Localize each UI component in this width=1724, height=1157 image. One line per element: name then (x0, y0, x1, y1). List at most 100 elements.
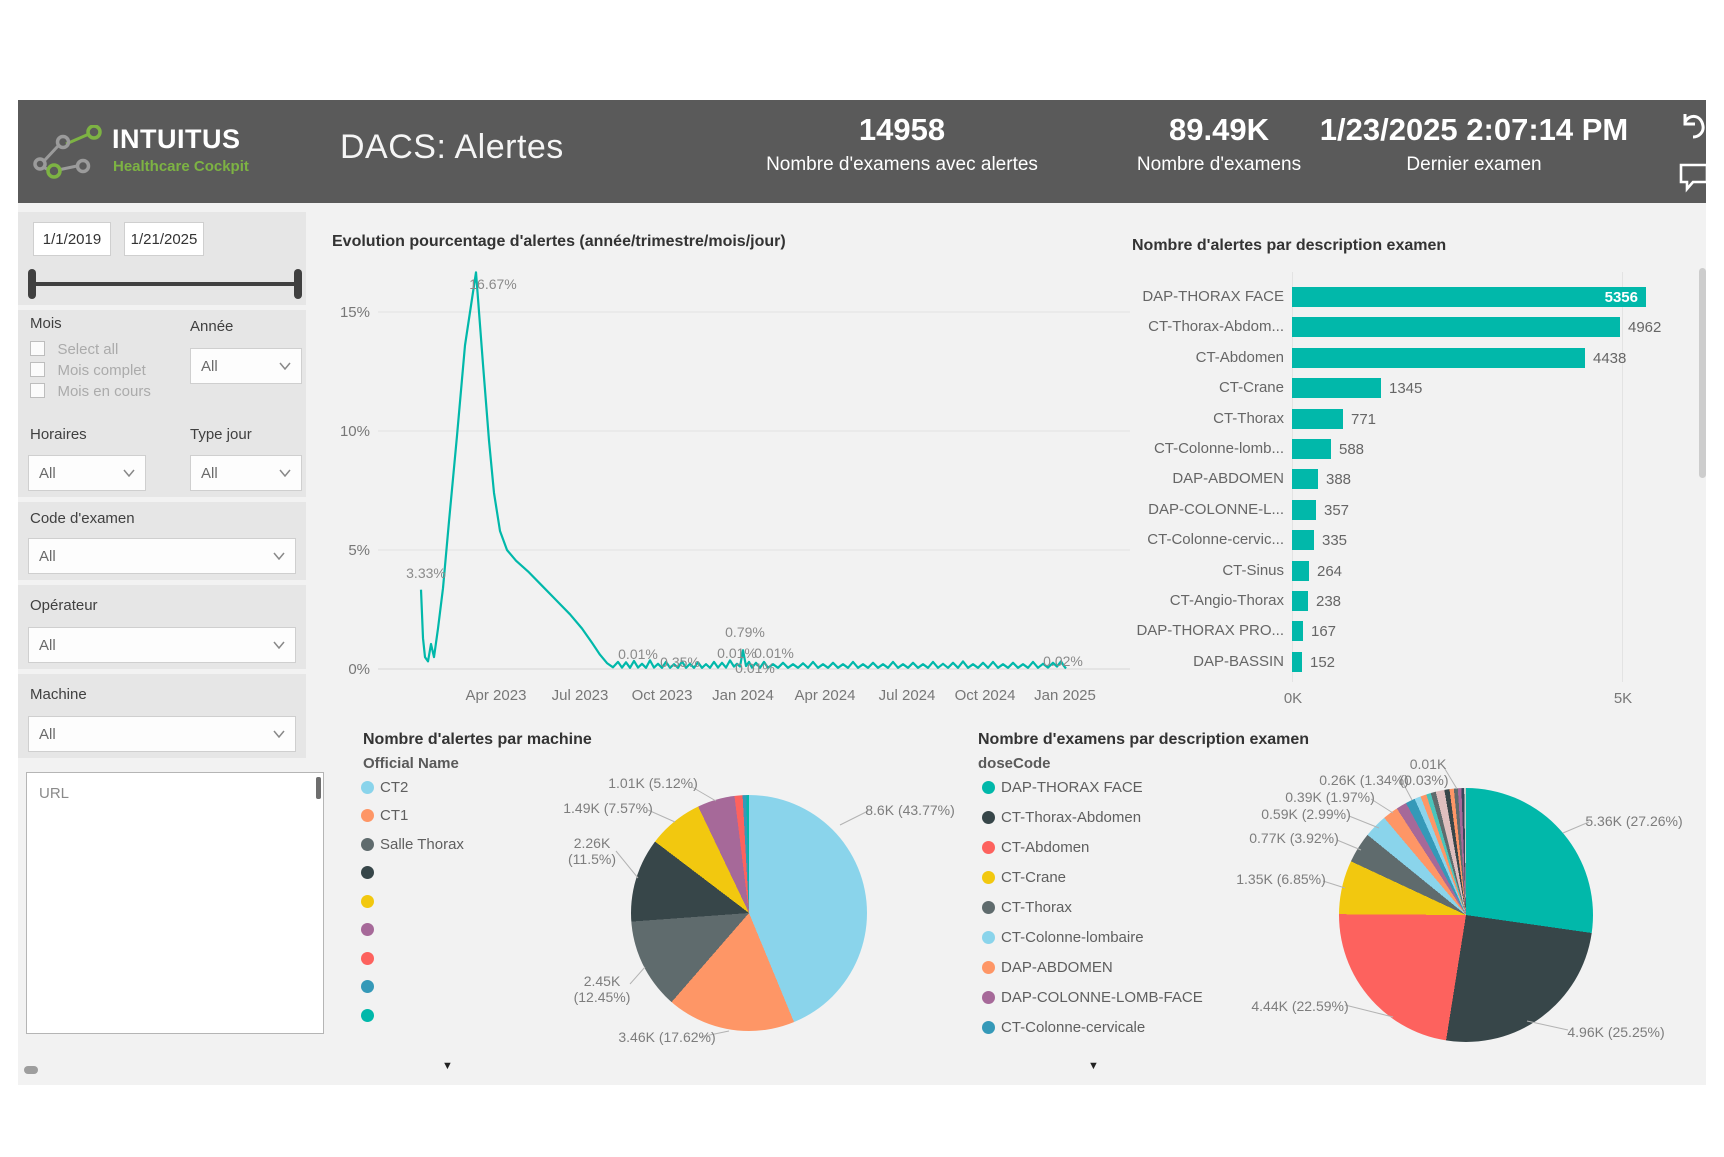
legend-item[interactable]: CT-Thorax (982, 897, 1072, 917)
legend-item[interactable]: CT-Crane (982, 867, 1066, 887)
legend-item[interactable]: CT-Colonne-cervicale (982, 1017, 1145, 1037)
checkbox-icon[interactable] (30, 341, 45, 356)
pie-exams-by-desc[interactable] (1339, 788, 1593, 1042)
bar[interactable] (1292, 469, 1318, 489)
annee-dropdown[interactable]: All (190, 348, 302, 384)
chevron-down-icon (279, 469, 291, 477)
legend-label: CT1 (380, 807, 409, 824)
data-label: 0.01% (754, 645, 794, 661)
checkbox-icon[interactable] (30, 362, 45, 377)
legend-label: CT-Crane (1001, 868, 1067, 886)
legend-color-dot (982, 960, 995, 974)
bar[interactable] (1292, 561, 1309, 581)
legend-item[interactable] (361, 920, 380, 940)
bar[interactable] (1292, 530, 1314, 550)
legend-item[interactable]: DAP-ABDOMEN (982, 957, 1113, 977)
pie-callout-label: (11.5%) (568, 851, 616, 867)
annee-label: Année (190, 318, 234, 335)
data-label: 0.01% (717, 645, 757, 661)
date-range-slicer: 1/1/2019 1/21/2025 (18, 212, 306, 305)
bar-chart-scrollbar[interactable] (1699, 268, 1706, 478)
legend-item[interactable]: CT2 (361, 777, 408, 797)
legend-item[interactable]: DAP-THORAX FACE (982, 777, 1143, 797)
horaires-dropdown[interactable]: All (28, 455, 146, 491)
pie-callout-label: 1.01K (5.12%) (608, 775, 698, 791)
legend-label: DAP-COLONNE-LOMB-FACE (1001, 988, 1203, 1006)
line-chart-plot[interactable]: 0% 5% 10% 15% Apr 2023 Jul 2023 Oct 2023 Jan 20… (330, 210, 1140, 710)
bar[interactable] (1292, 439, 1331, 459)
date-slider-handle-left[interactable] (28, 269, 36, 299)
date-slider-handle-right[interactable] (294, 269, 302, 299)
legend-item[interactable] (361, 891, 380, 911)
legend-item[interactable]: Salle Thorax (361, 834, 464, 854)
legend-item[interactable] (361, 1005, 380, 1025)
legend-title: Official Name (363, 755, 459, 772)
legend-item[interactable]: CT-Colonne-lombaire (982, 927, 1144, 947)
legend-color-dot (361, 837, 374, 851)
line-chart-alert-trend: Evolution pourcentage d'alertes (année/t… (330, 210, 1140, 710)
legend-item[interactable] (361, 977, 380, 997)
bar[interactable] (1292, 287, 1646, 307)
checkbox-select-all[interactable]: Select all (30, 341, 118, 361)
bar-value-label: 771 (1351, 411, 1377, 428)
x-axis-tick-5k: 5K (1613, 690, 1633, 707)
checkbox-mois-en-cours[interactable]: Mois en cours (30, 383, 151, 403)
comment-icon[interactable] (1677, 160, 1711, 194)
bar[interactable] (1292, 652, 1302, 672)
bar[interactable] (1292, 378, 1381, 398)
code-examen-label: Code d'examen (30, 510, 135, 527)
y-axis-tick: 10% (340, 423, 370, 440)
undo-reset-icon[interactable] (1675, 106, 1711, 142)
bar-value-label: 335 (1322, 532, 1348, 549)
legend-color-dot (982, 840, 995, 854)
data-label: 0.35% (660, 654, 700, 670)
bar[interactable] (1292, 409, 1343, 429)
legend-item[interactable] (361, 863, 380, 883)
chevron-down-icon (123, 469, 135, 477)
pie-callout-label: 0.01K (1409, 756, 1447, 772)
kpi-exams-with-alerts: 14958 Nombre d'examens avec alertes (749, 112, 1055, 176)
date-slider-track[interactable] (34, 282, 298, 286)
date-start-input[interactable]: 1/1/2019 (33, 222, 111, 256)
legend-item[interactable]: CT-Abdomen (982, 837, 1089, 857)
legend-label: CT-Thorax-Abdomen (1001, 808, 1142, 826)
intuitus-logo-icon (33, 125, 102, 179)
legend-item[interactable]: DAP-COLONNE-LOMB-FACE (982, 987, 1203, 1007)
legend-item[interactable]: CT1 (361, 806, 408, 826)
legend-scroll-down-icon[interactable]: ▼ (1088, 1060, 1099, 1072)
pie-alerts-by-machine[interactable] (631, 795, 867, 1031)
bar[interactable] (1292, 621, 1303, 641)
pie-callout-label: 2.45K (583, 973, 621, 989)
url-textbox[interactable]: URL (26, 772, 324, 1034)
pie-chart-alerts-by-machine: Nombre d'alertes par machine Official Na… (330, 715, 980, 1085)
bar-value-label: 4438 (1593, 350, 1627, 367)
legend-item[interactable] (361, 948, 380, 968)
bar[interactable] (1292, 591, 1308, 611)
bar-category-label: CT-Thorax (1213, 410, 1284, 427)
x-axis-tick: Apr 2024 (795, 687, 856, 704)
y-axis-tick: 5% (348, 542, 370, 559)
bar[interactable] (1292, 500, 1316, 520)
legend-label: CT-Thorax (1001, 898, 1072, 916)
pie-callout-label: 8.6K (43.77%) (865, 802, 955, 818)
bar-category-label: DAP-THORAX PRO... (1136, 622, 1284, 639)
code-examen-dropdown[interactable]: All (28, 538, 296, 574)
checkbox-icon[interactable] (30, 383, 45, 398)
bar-category-label: CT-Colonne-cervic... (1147, 531, 1284, 548)
horaires-label: Horaires (30, 426, 87, 443)
machine-dropdown[interactable]: All (28, 716, 296, 752)
url-scrollbar-thumb[interactable] (316, 777, 321, 799)
horizontal-scrollbar-thumb[interactable] (24, 1066, 38, 1074)
bar[interactable] (1292, 317, 1620, 337)
legend-scroll-down-icon[interactable]: ▼ (442, 1060, 453, 1072)
type-jour-dropdown[interactable]: All (190, 455, 302, 491)
legend-color-dot (982, 780, 995, 794)
pie-callout-label: 0.59K (2.99%) (1261, 806, 1351, 822)
checkbox-mois-complet[interactable]: Mois complet (30, 362, 146, 382)
pie-callout-label: (0.03%) (1399, 772, 1449, 788)
legend-item[interactable]: CT-Thorax-Abdomen (982, 807, 1141, 827)
bar-value-label: 588 (1339, 441, 1365, 458)
operateur-dropdown[interactable]: All (28, 627, 296, 663)
bar[interactable] (1292, 348, 1585, 368)
date-end-input[interactable]: 1/21/2025 (124, 222, 204, 256)
